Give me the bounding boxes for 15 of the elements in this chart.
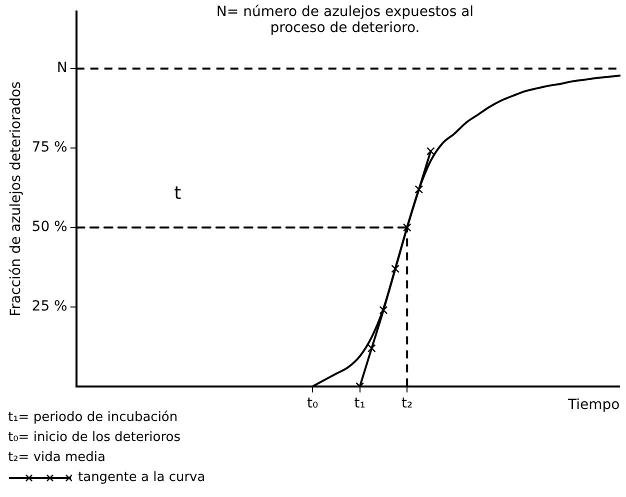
y-tick-label: 75 % [32, 140, 68, 156]
annotation: t [174, 182, 182, 204]
legend-label: tangente a la curva [78, 469, 206, 487]
text: t₁= periodo de incubación [8, 409, 179, 427]
text: t₂= vida media [8, 449, 106, 467]
x-axis-title: Tiempo [566, 397, 620, 414]
text: t₀= inicio de los deterioros [8, 429, 182, 447]
y-tick-label: N [56, 60, 68, 76]
x-tick-label: t₁ [354, 395, 366, 412]
y-axis-title: Fracción de azulejos deteriorados [8, 81, 24, 316]
y-tick-label: 25 % [32, 298, 68, 315]
chart-title: N= número de azulejos expuestos al proceso de deterioro. [215, 4, 475, 36]
x-tick-label: t₂ [402, 395, 413, 412]
y-tick-label: 50 % [32, 219, 68, 236]
x-tick-label: t₀ [307, 395, 319, 412]
